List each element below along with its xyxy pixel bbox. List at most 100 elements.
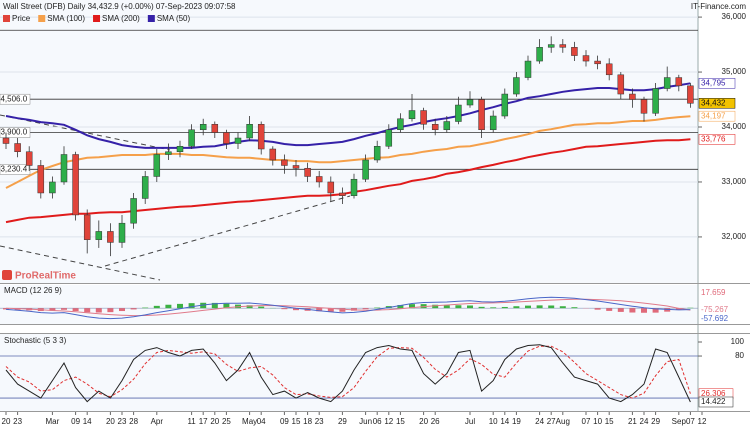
macd-histogram-bar	[142, 307, 149, 309]
candle-body	[455, 104, 462, 122]
x-tick-label: 12	[384, 417, 393, 426]
source: IT-Finance.com	[691, 2, 746, 11]
macd-histogram-bar	[188, 303, 195, 309]
candle-body	[420, 110, 427, 125]
candle-body	[327, 181, 335, 194]
macd-histogram-bar	[467, 305, 473, 309]
x-tick-label: 07	[582, 417, 591, 426]
x-tick-label: Aug	[556, 417, 570, 426]
stochastic-panel	[0, 334, 698, 411]
level-label-box	[0, 127, 31, 138]
candle-body	[246, 124, 253, 139]
x-tick-label: Apr	[151, 417, 164, 426]
macd-histogram-bar	[153, 305, 160, 309]
legend-swatch	[38, 15, 46, 22]
level-label-box	[0, 164, 31, 175]
main-panel	[0, 0, 698, 283]
macd-histogram-bar	[629, 308, 636, 313]
candle-body	[153, 154, 161, 177]
x-tick-label: Jul	[465, 417, 475, 426]
value-badge-label: 34,432	[701, 98, 726, 107]
x-tick-label: 20	[2, 417, 11, 426]
candle-body	[524, 60, 532, 78]
x-tick-label: 28	[129, 417, 138, 426]
sma-line	[5, 82, 691, 149]
x-tick-label: 24	[535, 417, 544, 426]
y-tick-label: 80	[735, 351, 744, 360]
legend-label: SMA (200)	[102, 14, 140, 23]
macd-histogram-bar	[559, 306, 566, 309]
macd-histogram-bar	[455, 305, 462, 309]
candle-body	[60, 154, 68, 183]
level-label: 33,230.4	[0, 164, 28, 173]
logo: ProRealTime	[2, 270, 76, 282]
candle-body	[199, 124, 207, 131]
macd-histogram-bar	[513, 306, 520, 309]
candle-body	[176, 145, 184, 152]
candle-body	[489, 115, 497, 131]
candle-body	[431, 124, 439, 131]
macd-line	[5, 296, 691, 320]
x-tick-label: 07	[686, 417, 695, 426]
candle-body	[14, 143, 21, 152]
x-tick-label: May	[242, 417, 257, 426]
x-tick-label: 15	[605, 417, 614, 426]
x-tick-label: 12	[698, 417, 707, 426]
trend-line	[0, 114, 171, 151]
candle-body	[478, 99, 485, 131]
x-tick-label: 29	[338, 417, 347, 426]
value-badge-label: 14.422	[701, 397, 726, 406]
candle-body	[223, 132, 230, 144]
y-tick-label: 34,000	[722, 122, 747, 131]
trend-line	[104, 195, 351, 267]
macd-histogram-bar	[548, 305, 555, 309]
legend-label: SMA (100)	[47, 14, 85, 23]
macd-histogram-bar	[119, 308, 125, 312]
x-tick-label: 20	[419, 417, 428, 426]
candle-body	[165, 151, 172, 155]
macd-histogram-bar	[84, 308, 91, 313]
macd-histogram-bar	[316, 308, 323, 312]
macd-histogram-bar	[258, 306, 265, 309]
candle-body	[188, 129, 195, 147]
macd-histogram-bar	[525, 305, 531, 309]
legend-label: SMA (50)	[157, 14, 191, 23]
candle-body	[443, 121, 451, 131]
value-badge-label: 34,197	[701, 111, 726, 120]
x-tick-label: 26	[431, 417, 440, 426]
macd-histogram-bar	[3, 308, 9, 310]
candle-body	[385, 129, 393, 147]
macd-histogram-bar	[617, 308, 624, 312]
x-tick-label: 17	[199, 417, 208, 426]
x-tick-label: 23	[315, 417, 324, 426]
x-tick-label: 10	[489, 417, 498, 426]
candle-body	[536, 47, 543, 62]
x-tick-label: 29	[651, 417, 660, 426]
x-tick-label: 20	[106, 417, 115, 426]
candle-body	[397, 118, 404, 131]
y-tick-label: 35,000	[722, 67, 747, 76]
candle-body	[49, 181, 56, 194]
macd-histogram-bar	[490, 307, 497, 309]
macd-histogram-bar	[501, 306, 508, 309]
logo-icon	[2, 270, 12, 280]
x-tick-label: Mar	[46, 417, 60, 426]
x-tick-label: 19	[512, 417, 521, 426]
x-tick-label: 09	[280, 417, 289, 426]
candle-body	[362, 159, 369, 180]
macd-histogram-bar	[432, 304, 439, 309]
legend-swatch	[147, 15, 155, 22]
macd-histogram-bar	[478, 306, 485, 309]
x-tick-label: 06	[373, 417, 382, 426]
macd-histogram-bar	[165, 304, 172, 309]
x-tick-label: 14	[500, 417, 509, 426]
macd-histogram-bar	[409, 304, 415, 309]
macd-histogram-bar	[606, 308, 613, 311]
macd-value-label: -75.267	[701, 305, 729, 314]
candle-body	[141, 176, 149, 199]
macd-histogram-bar	[641, 308, 647, 313]
macd-value-label: -57.692	[701, 314, 729, 323]
candle-body	[107, 231, 114, 243]
candle-body	[315, 176, 323, 183]
x-tick-label: 15	[292, 417, 301, 426]
